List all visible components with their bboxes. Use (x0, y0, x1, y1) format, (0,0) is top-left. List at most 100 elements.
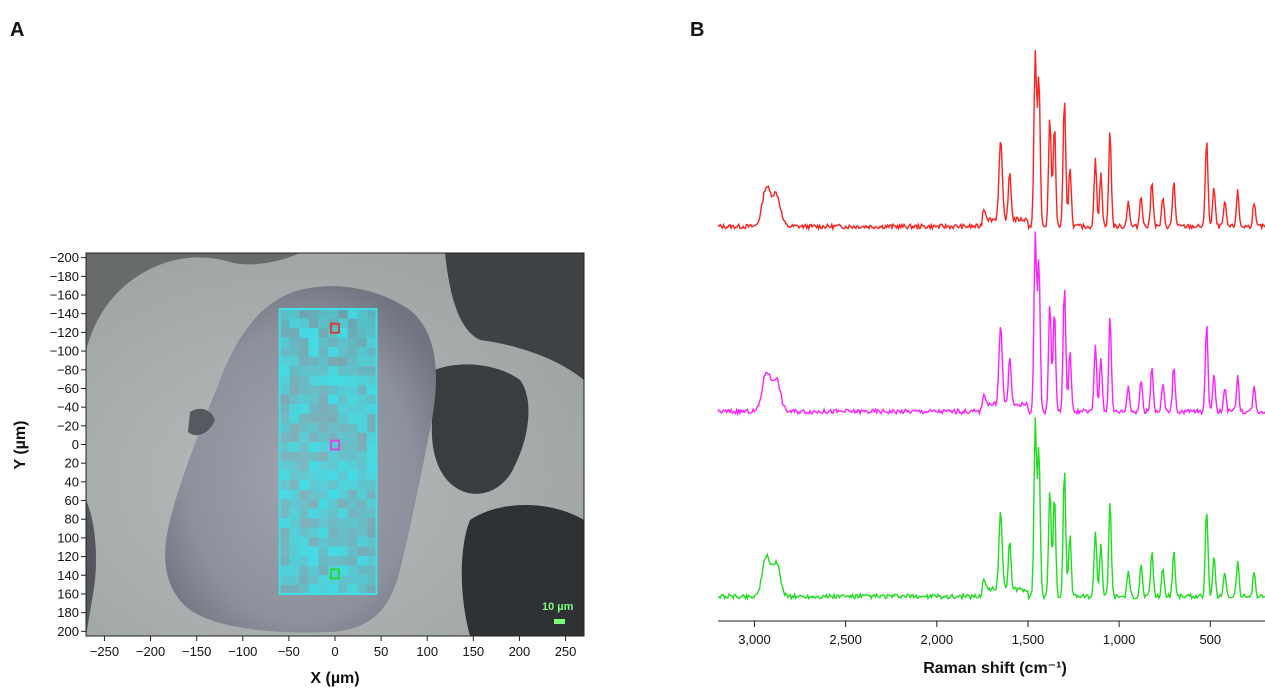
scan-pixel (289, 498, 300, 509)
x-tick-label: −100 (228, 644, 257, 659)
scan-pixel (308, 517, 319, 528)
scan-pixel (308, 555, 319, 566)
scan-pixel (308, 451, 319, 462)
scan-pixel (308, 536, 319, 547)
scan-pixel (279, 385, 290, 395)
scan-pixel (289, 385, 300, 395)
scan-pixel (299, 337, 310, 348)
scan-pixel (337, 404, 348, 414)
spectrum-line (717, 50, 1265, 232)
scan-pixel (318, 508, 329, 519)
scan-pixel (366, 451, 377, 462)
scan-pixel (308, 489, 319, 500)
scan-pixel (328, 565, 339, 576)
scan-pixel (328, 451, 339, 462)
scan-pixel (328, 536, 339, 547)
scan-pixel (328, 423, 339, 433)
scan-pixel (318, 404, 329, 414)
scan-pixel (289, 470, 300, 481)
scan-pixel (328, 574, 339, 585)
scan-pixel (337, 584, 348, 595)
scan-pixel (366, 394, 377, 405)
scan-pixel (347, 394, 358, 405)
scan-pixel (347, 546, 358, 557)
scan-pixel (279, 555, 290, 566)
scan-pixel (366, 508, 377, 519)
scan-pixel (318, 574, 329, 585)
scan-pixel (308, 527, 319, 538)
scan-pixel (366, 479, 377, 490)
scan-pixel (299, 498, 310, 509)
scan-pixel (289, 517, 300, 528)
x-tick-label: 500 (1199, 632, 1221, 647)
scan-pixel (347, 555, 358, 566)
scan-pixel (328, 555, 339, 566)
scan-pixel (308, 347, 319, 357)
scan-pixel (318, 318, 329, 329)
scan-pixel (308, 413, 319, 424)
scan-pixel (279, 432, 290, 443)
scan-region (278, 308, 378, 595)
scan-pixel (366, 498, 377, 509)
x-tick-label: −200 (136, 644, 165, 659)
scan-pixel (299, 517, 310, 528)
x-tick-label: −50 (278, 644, 300, 659)
scan-pixel (328, 404, 339, 414)
scan-pixel (299, 413, 310, 424)
scan-border (278, 308, 378, 595)
scan-pixel (328, 546, 339, 557)
scan-pixel (308, 328, 319, 338)
y-tick-label: 60 (65, 493, 79, 508)
scan-pixel (366, 489, 377, 500)
scan-pixel (279, 574, 290, 585)
scan-pixel (366, 347, 377, 357)
scan-pixel (347, 356, 358, 367)
scan-pixel (308, 309, 319, 319)
y-tick-label: 200 (57, 624, 79, 639)
scan-pixel (279, 546, 290, 557)
scan-pixel (299, 328, 310, 338)
scan-pixel (308, 546, 319, 557)
scan-pixel (318, 442, 329, 452)
scan-pixel (279, 442, 290, 452)
scale-bar-label: 10 µm (542, 601, 574, 613)
scan-pixel (308, 461, 319, 471)
scan-pixel (299, 394, 310, 405)
scan-pixel (308, 385, 319, 395)
scan-pixel (328, 375, 339, 386)
scan-pixel (308, 442, 319, 452)
scan-pixel (347, 337, 358, 348)
scan-pixel (318, 432, 329, 443)
scan-pixel (289, 451, 300, 462)
scan-pixel (337, 423, 348, 433)
scan-pixel (357, 536, 368, 547)
scan-pixel (279, 489, 290, 500)
panel-a-map: 10 µm −250 −200 −150 −100 −50 0 50 100 150 200 250… (12, 250, 585, 687)
scan-pixel (308, 375, 319, 386)
scan-pixel (337, 394, 348, 405)
scan-pixel (289, 375, 300, 386)
scan-pixel (328, 309, 339, 319)
scan-pixel (318, 309, 329, 319)
scan-pixel (289, 318, 300, 329)
scan-pixel (318, 489, 329, 500)
scan-pixel (318, 461, 329, 471)
scan-pixel (337, 546, 348, 557)
scan-pixel (357, 574, 368, 585)
scan-pixel (299, 461, 310, 471)
scan-pixel (347, 470, 358, 481)
x-tick-label: 50 (374, 644, 388, 659)
scan-pixel (366, 337, 377, 348)
scan-pixel (308, 394, 319, 405)
scan-pixel (347, 527, 358, 538)
scan-pixel (318, 546, 329, 557)
scan-pixel (337, 385, 348, 395)
scan-pixel (366, 470, 377, 481)
scan-pixel (337, 574, 348, 585)
x-tick-label: 250 (555, 644, 577, 659)
scan-pixel (318, 328, 329, 338)
scan-pixel (347, 565, 358, 576)
scan-pixel (289, 508, 300, 519)
scan-pixel (366, 546, 377, 557)
